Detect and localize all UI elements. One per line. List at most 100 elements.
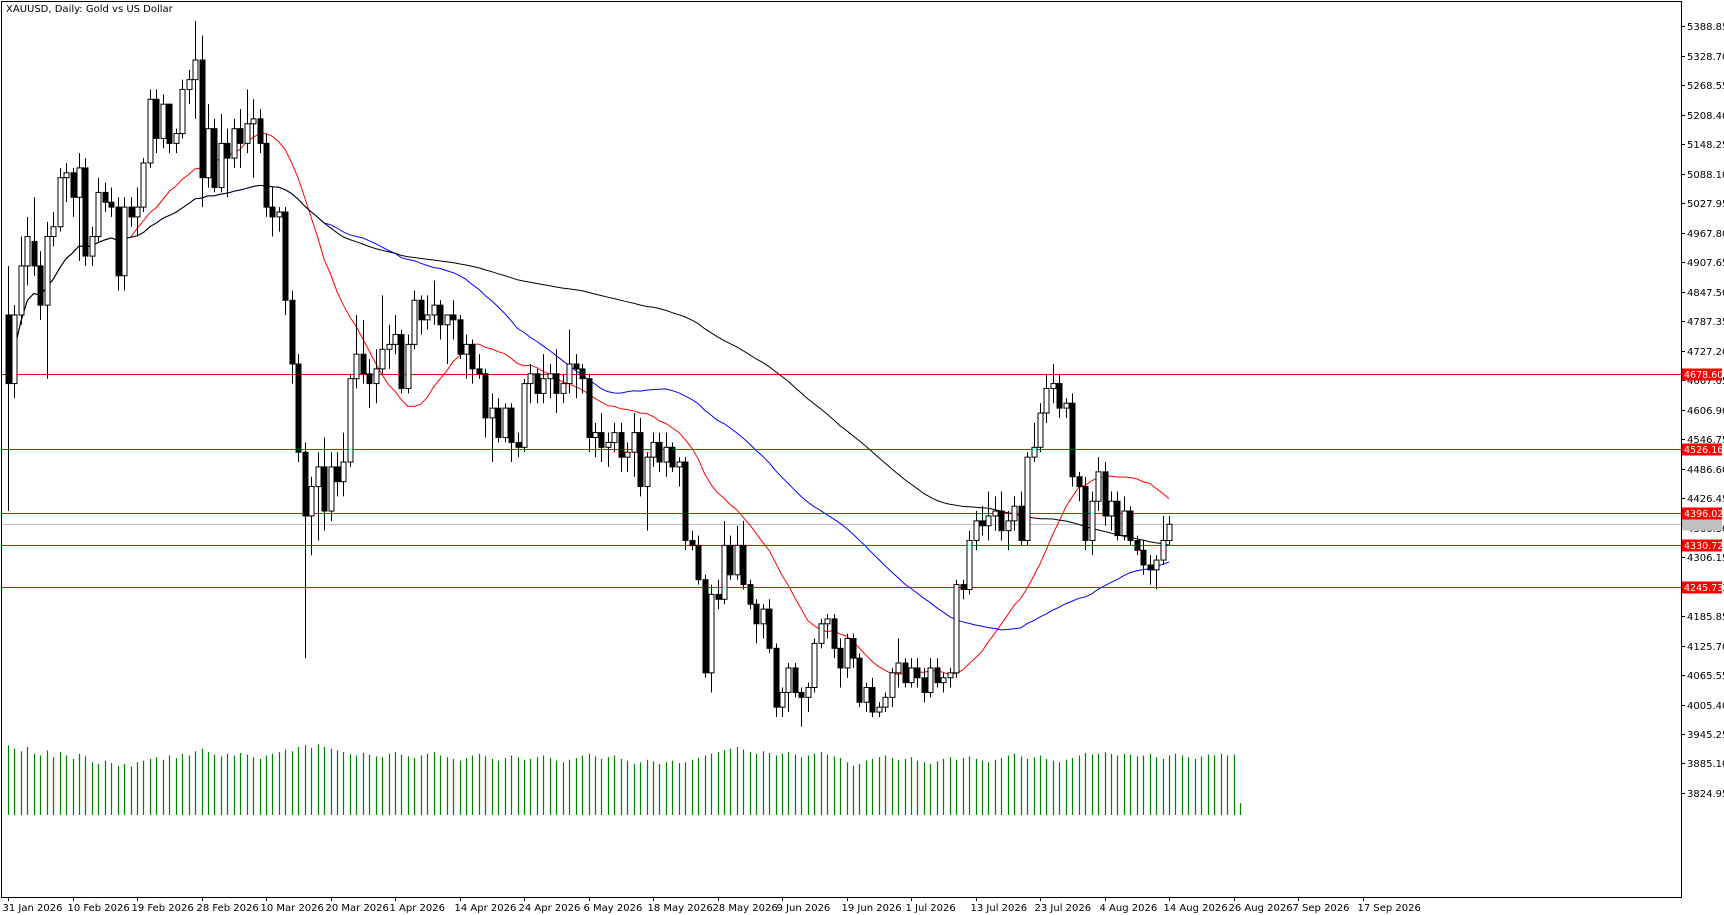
candle[interactable] [579, 363, 586, 394]
candle[interactable] [160, 94, 167, 149]
candle[interactable] [1076, 471, 1083, 502]
candle[interactable] [353, 314, 360, 389]
candle[interactable] [31, 197, 38, 276]
candle[interactable] [1082, 476, 1089, 551]
candle[interactable] [76, 153, 83, 262]
candle[interactable] [521, 378, 528, 453]
candle[interactable] [147, 89, 154, 168]
candle[interactable] [102, 182, 109, 213]
candle[interactable] [334, 452, 341, 497]
candle[interactable] [495, 398, 502, 443]
candle[interactable] [476, 354, 483, 379]
candle[interactable] [979, 506, 986, 536]
candle[interactable] [218, 113, 225, 193]
candle[interactable] [908, 658, 915, 688]
candle[interactable] [121, 197, 128, 291]
candle[interactable] [973, 511, 980, 551]
candle[interactable] [250, 99, 257, 178]
candle[interactable] [173, 128, 180, 154]
candle[interactable] [856, 653, 863, 708]
candle[interactable] [1089, 491, 1096, 556]
candle[interactable] [921, 667, 928, 703]
candle[interactable] [547, 363, 554, 399]
candle[interactable] [457, 314, 464, 360]
candle[interactable] [682, 457, 689, 551]
candle[interactable] [373, 349, 380, 404]
candle[interactable] [527, 363, 534, 404]
candle[interactable] [269, 187, 276, 237]
candle[interactable] [1031, 422, 1038, 463]
candle[interactable] [508, 403, 515, 463]
candle[interactable] [321, 437, 328, 531]
candle[interactable] [37, 251, 44, 320]
candle[interactable] [727, 535, 734, 580]
candle[interactable] [140, 158, 147, 213]
candle[interactable] [482, 368, 489, 438]
candle[interactable] [205, 104, 212, 188]
candle[interactable] [128, 197, 135, 227]
candle[interactable] [276, 207, 283, 232]
candle[interactable] [108, 187, 115, 217]
candle[interactable] [308, 476, 315, 556]
candle[interactable] [766, 599, 773, 654]
candle[interactable] [824, 614, 831, 639]
candle[interactable] [186, 69, 193, 105]
candle[interactable] [695, 535, 702, 585]
candle[interactable] [515, 432, 522, 458]
candle[interactable] [295, 354, 302, 463]
candle[interactable] [366, 359, 373, 409]
candle[interactable] [631, 413, 638, 477]
candle[interactable] [611, 422, 618, 453]
candle[interactable] [437, 300, 444, 340]
candle[interactable] [1069, 393, 1076, 487]
candle[interactable] [18, 236, 25, 325]
candle[interactable] [1024, 452, 1031, 546]
candle[interactable] [347, 373, 354, 467]
candle[interactable] [773, 643, 780, 717]
candle[interactable] [289, 290, 296, 384]
candle[interactable] [1160, 515, 1167, 565]
candle[interactable] [1140, 540, 1147, 575]
candle[interactable] [792, 663, 799, 698]
candle[interactable] [960, 579, 967, 600]
candle[interactable] [966, 530, 973, 595]
candle[interactable] [844, 633, 851, 678]
candle[interactable] [153, 89, 160, 154]
candle[interactable] [663, 432, 670, 477]
candle[interactable] [1134, 535, 1141, 556]
candle[interactable] [360, 319, 367, 384]
candle[interactable] [805, 682, 812, 713]
candle[interactable] [1063, 398, 1070, 418]
candle[interactable] [315, 452, 322, 541]
candle[interactable] [934, 658, 941, 688]
candle[interactable] [811, 638, 818, 693]
candle[interactable] [89, 226, 96, 266]
candle[interactable] [379, 295, 386, 374]
candle[interactable] [328, 452, 335, 521]
candle[interactable] [850, 633, 857, 668]
candle[interactable] [637, 417, 644, 497]
candle[interactable] [1121, 496, 1128, 541]
candle[interactable] [95, 177, 102, 242]
candle[interactable] [863, 682, 870, 713]
candle[interactable] [747, 579, 754, 610]
candle[interactable] [166, 103, 173, 154]
candle[interactable] [57, 167, 64, 232]
candle[interactable] [1102, 462, 1109, 526]
candle[interactable] [1095, 457, 1102, 512]
candle[interactable] [1011, 496, 1018, 531]
candle[interactable] [340, 432, 347, 497]
candle[interactable] [424, 295, 431, 330]
candle[interactable] [5, 265, 12, 512]
candle[interactable] [70, 167, 77, 217]
candle[interactable] [914, 658, 921, 688]
candle[interactable] [199, 35, 206, 208]
candle[interactable] [837, 638, 844, 688]
candle[interactable] [566, 329, 573, 394]
candle[interactable] [302, 442, 309, 659]
candle[interactable] [876, 702, 883, 717]
candle[interactable] [708, 584, 715, 693]
candle[interactable] [953, 579, 960, 678]
